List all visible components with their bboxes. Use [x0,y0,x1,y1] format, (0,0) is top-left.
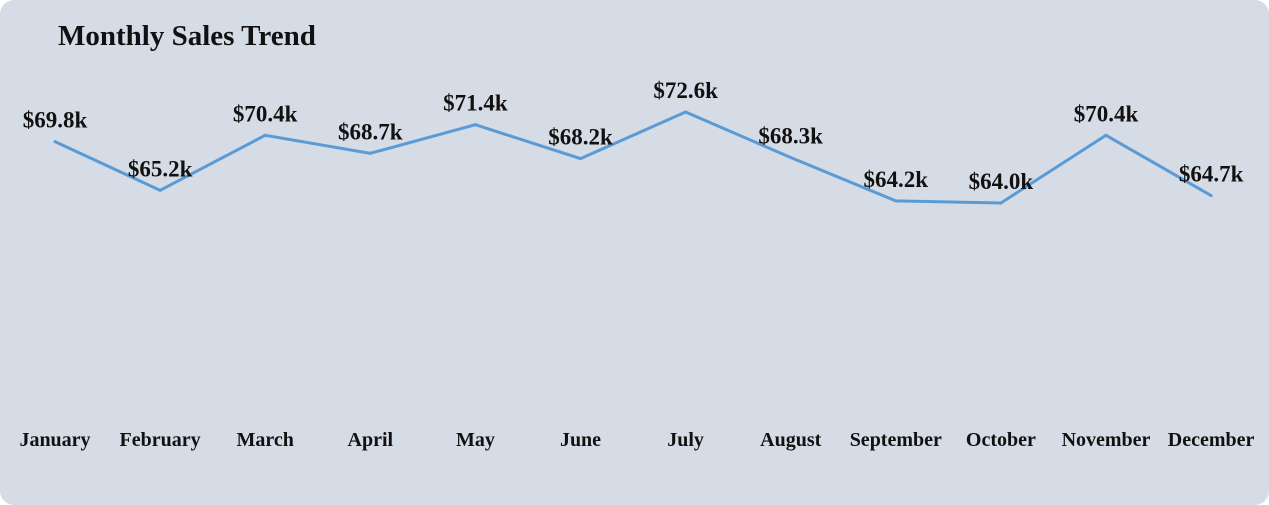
data-point [368,151,372,155]
data-label: $70.4k [1074,101,1139,126]
data-label: $68.3k [758,124,823,149]
x-tick-label: May [456,429,495,451]
data-label: $69.8k [23,108,88,133]
data-point [1209,194,1213,198]
x-tick-label: June [560,429,601,451]
data-label: $68.7k [338,119,403,144]
data-point [579,157,582,161]
data-label: $70.4k [233,101,298,126]
data-point [158,188,162,192]
chart-title: Monthly Sales Trend [58,20,316,52]
data-label: $64.2k [864,167,929,192]
x-tick-label: July [667,429,704,451]
x-tick-label: October [966,429,1036,451]
data-label: $65.2k [128,156,193,181]
x-tick-label: November [1062,429,1151,451]
x-tick-label: September [850,429,942,451]
data-point [789,156,793,160]
x-axis-tick-layer: January February March April May June July Augu… [19,429,1254,451]
data-label: $71.4k [443,91,508,116]
data-point [999,201,1003,205]
data-point [684,110,688,114]
data-label: $64.7k [1179,162,1244,187]
x-tick-label: August [760,429,821,451]
data-label-layer: $69.8k $65.2k $70.4k $68.7k $71.4k $68.2k $72.… [23,78,1244,194]
data-point [1104,133,1108,137]
series-line [54,110,1212,205]
data-point [473,123,477,127]
data-point [894,199,898,203]
data-label: $68.2k [548,125,613,150]
x-tick-label: December [1168,429,1255,451]
data-point [53,140,57,144]
data-label: $64.0k [969,169,1034,194]
x-tick-label: February [120,429,201,451]
data-label: $72.6k [653,78,718,103]
x-tick-label: April [348,429,394,451]
x-tick-label: March [236,429,293,451]
series-layer [53,110,1213,205]
data-point [263,133,267,137]
x-tick-label: January [19,429,90,451]
